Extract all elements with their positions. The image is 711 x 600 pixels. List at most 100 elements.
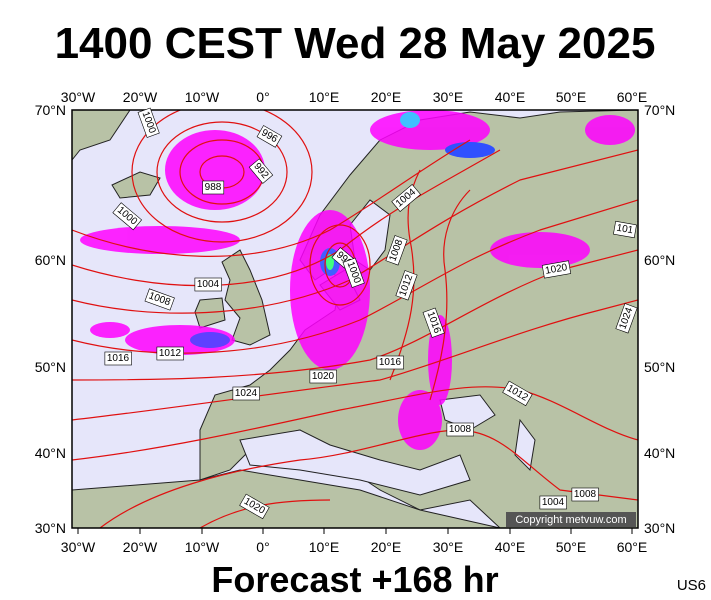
isobar-label: 1016	[376, 355, 404, 370]
isobar-label-bg	[422, 307, 445, 338]
copyright-bg	[506, 512, 636, 527]
lon-label-bottom: 30°E	[433, 539, 464, 555]
isobar-label-bg	[571, 487, 599, 502]
lat-label-right: 60°N	[644, 252, 675, 268]
isobar-label: 1012	[395, 270, 418, 301]
lon-label-top: 20°E	[371, 89, 402, 105]
isobar-label-bg	[194, 277, 222, 292]
lon-label-top: 20°W	[123, 89, 158, 105]
isobar-label-bg	[502, 380, 533, 407]
isobar-label: 1004	[194, 277, 222, 292]
land	[72, 110, 638, 528]
lon-label-bottom: 10°W	[185, 539, 220, 555]
isobar-label: 101	[613, 220, 637, 239]
isobar-label-bg	[615, 303, 638, 334]
copyright-box: Copyright metvuw.com	[506, 512, 636, 527]
isobar-label: 1012	[156, 346, 184, 361]
lon-label-bottom: 50°E	[556, 539, 587, 555]
isobar-value: 1012	[159, 348, 182, 359]
isobar-label: 1016	[104, 351, 132, 366]
forecast-label: Forecast +168 hr	[211, 559, 498, 600]
isobar-label-bg	[309, 369, 337, 384]
isobar-label-bg	[541, 260, 572, 279]
lon-label-bottom: 40°E	[495, 539, 526, 555]
lat-label-right: 40°N	[644, 445, 675, 461]
precipitation	[80, 110, 635, 450]
isobar-value: 1004	[197, 279, 220, 290]
isobar-label-bg	[385, 235, 408, 266]
isobar-label-bg	[144, 288, 175, 311]
isobar-value: 1008	[449, 424, 472, 435]
isobar-label: 1008	[571, 487, 599, 502]
isobar-label-bg	[391, 184, 421, 212]
isobar-label-bg	[446, 422, 474, 437]
isobar-label: 1020	[541, 260, 572, 279]
isobar-label-bg	[156, 346, 184, 361]
lat-label-right: 50°N	[644, 359, 675, 375]
isobar-label-bg	[232, 386, 260, 401]
map-body	[72, 110, 638, 528]
isobar-value: 1016	[107, 353, 130, 364]
isobar-label: 1004	[539, 495, 567, 510]
isobar-label-bg	[342, 257, 365, 288]
isobar-label-bg	[248, 158, 274, 184]
lon-label-top: 60°E	[617, 89, 648, 105]
lon-label-bottom: 60°E	[617, 539, 648, 555]
isobar-label: 1008	[446, 422, 474, 437]
lon-label-top: 30°E	[433, 89, 464, 105]
model-code: US6	[677, 577, 706, 594]
isobar-label-bg	[202, 180, 225, 195]
isobar-value: 101	[616, 223, 635, 237]
isobar-label: 1008	[385, 235, 408, 266]
lat-label-left: 50°N	[35, 359, 66, 375]
lon-label-top: 30°W	[61, 89, 96, 105]
isobar-label-bg	[395, 270, 418, 301]
isobar-label-bg	[539, 495, 567, 510]
lon-label-bottom: 20°W	[123, 539, 158, 555]
isobar-label-bg	[112, 202, 143, 231]
isobar-label: 988	[202, 180, 225, 195]
isobar-label: 1024	[232, 386, 260, 401]
lon-label-bottom: 10°E	[309, 539, 340, 555]
isobar-value: 1020	[312, 371, 335, 382]
isobar-label-bg	[376, 355, 404, 370]
title: 1400 CEST Wed 28 May 2025	[55, 19, 656, 68]
isobar-value: 1020	[544, 262, 568, 277]
isobar-label: 1024	[615, 303, 638, 334]
isobar-label: 996	[256, 125, 283, 148]
precip-core	[190, 112, 495, 348]
isobar-label: 1000	[137, 107, 160, 138]
lon-label-top: 40°E	[495, 89, 526, 105]
lat-label-left: 40°N	[35, 445, 66, 461]
lon-label-top: 10°E	[309, 89, 340, 105]
isobar-value: 988	[205, 182, 222, 193]
isobar-label: 1000	[342, 257, 365, 288]
isobar-label-bg	[613, 220, 637, 239]
inland-seas	[239, 199, 536, 496]
isobar-label: 1020	[309, 369, 337, 384]
copyright: Copyright metvuw.com	[515, 514, 626, 526]
isobar-value: 1024	[235, 388, 258, 399]
isobar-label-bg	[137, 107, 160, 138]
isobar-value: 1004	[542, 497, 565, 508]
isobar-label: 1008	[144, 288, 175, 311]
lat-label-left: 70°N	[35, 102, 66, 118]
lat-label-right: 70°N	[644, 102, 675, 118]
lat-label-left: 60°N	[35, 252, 66, 268]
lon-label-top: 0°	[256, 89, 269, 105]
lat-label-left: 30°N	[35, 520, 66, 536]
map-frame	[71, 109, 639, 529]
lon-label-bottom: 0°	[256, 539, 269, 555]
lon-label-bottom: 20°E	[371, 539, 402, 555]
isobar-label: 1016	[422, 307, 445, 338]
lat-label-right: 30°N	[644, 520, 675, 536]
isobar-label-bg	[239, 493, 270, 520]
isobar-value: 1016	[379, 357, 402, 368]
isobar-label-bg	[104, 351, 132, 366]
isobar-label-bg	[256, 125, 283, 148]
lon-label-top: 10°W	[185, 89, 220, 105]
lon-label-top: 50°E	[556, 89, 587, 105]
labels: 30°W 30°W 20°W 20°W 10°W 10°W 0° 0° 10°E 10°E 20°E…	[35, 89, 676, 555]
lon-label-bottom: 30°W	[61, 539, 96, 555]
